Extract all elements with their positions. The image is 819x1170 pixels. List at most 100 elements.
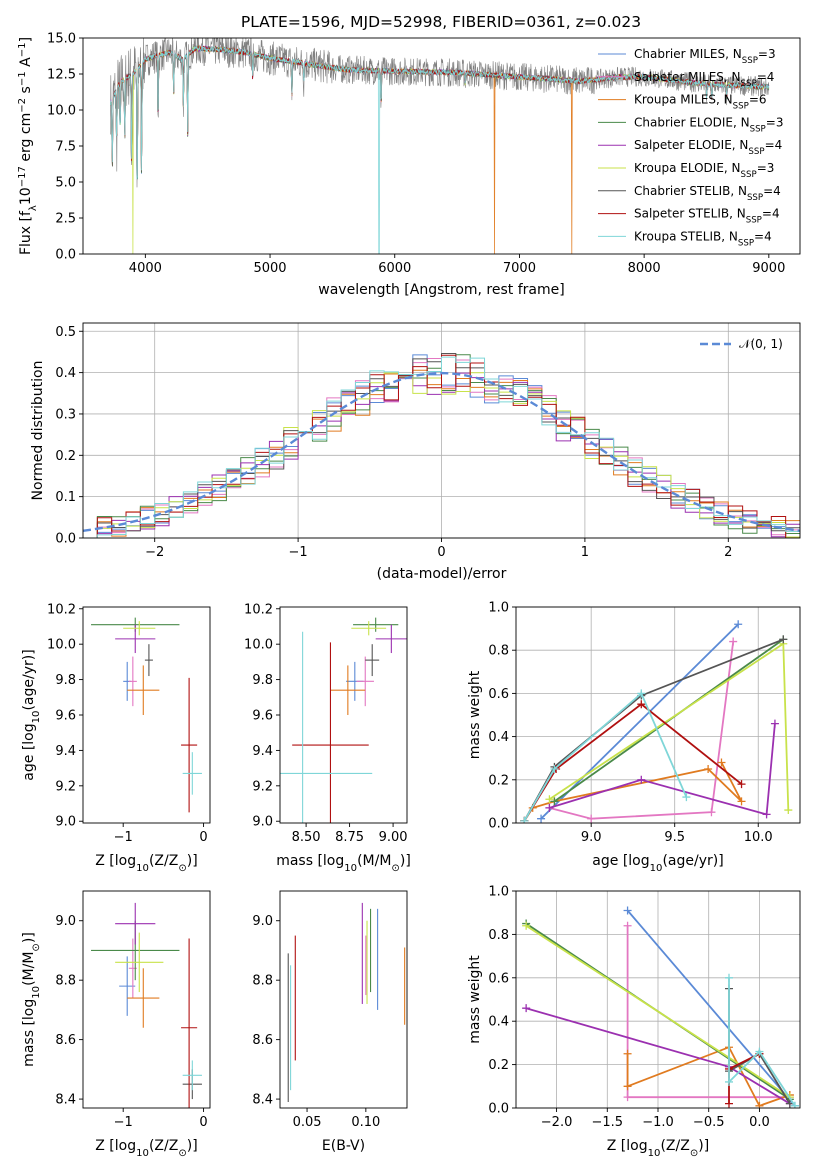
legend-label: Salpeter ELODIE, NSSP=4 <box>634 138 782 157</box>
panel-residuals: −2 −1 0 1 2 0.0 0.1 0.2 0.3 0.4 0.5 𝒩(0, 1) (data-mo… <box>30 322 801 582</box>
plot-area <box>91 617 202 813</box>
x-tick-label: 0.10 <box>351 1115 380 1130</box>
x-tick-label: 2 <box>724 545 732 560</box>
x-axis-label: wavelength [Angstrom, rest frame] <box>318 282 564 298</box>
mass-weight-line <box>549 723 776 816</box>
y-tick-label: 7.5 <box>55 140 76 155</box>
legend-label: Chabrier STELIB, NSSP=4 <box>634 184 781 203</box>
mass-weight-marker <box>704 765 713 773</box>
y-tick-label: 10.2 <box>47 602 76 617</box>
mass-weight-marker <box>637 775 646 784</box>
x-tick-label: −1 <box>114 1115 133 1130</box>
plot-area <box>520 620 793 823</box>
spectrum-model-line <box>110 45 769 177</box>
x-tick-label: 6000 <box>378 261 411 276</box>
legend-label: Chabrier ELODIE, NSSP=3 <box>634 115 783 134</box>
panel-mass_vs_Z: −1 0 8.4 8.6 8.8 9.0 Z [log10(Z/Z⊙)] mass [log1… <box>21 890 211 1159</box>
legend-label: Chabrier MILES, NSSP=3 <box>634 47 776 66</box>
x-tick-label: 1 <box>581 545 589 560</box>
y-tick-label: 8.8 <box>55 974 76 989</box>
y-tick-label: 12.5 <box>47 68 76 83</box>
y-tick-label: 0.0 <box>55 248 76 263</box>
mass-weight-marker <box>725 1099 733 1108</box>
mass-weight-marker <box>725 1077 733 1086</box>
spectrum-model-line <box>110 45 770 179</box>
spectrum-model-line <box>110 45 770 180</box>
plot-area <box>110 38 770 254</box>
gaussian-legend-label: 𝒩(0, 1) <box>739 337 783 351</box>
mass-weight-line <box>728 977 796 1107</box>
histogram-step <box>83 356 800 538</box>
x-tick-label: 9.0 <box>581 830 602 845</box>
y-axis-label: Normed distribution <box>30 361 46 501</box>
x-axis-label: (data-model)/error <box>377 566 507 582</box>
mass-weight-marker <box>623 921 632 930</box>
axes-frame: −1 0 8.4 8.6 8.8 9.0 Z [log10(Z/Z⊙)] mass [log1… <box>21 890 211 1159</box>
x-tick-label: 0 <box>437 545 445 560</box>
y-axis-label: mass [log10(M/M⊙)] <box>21 932 42 1067</box>
mass-weight-marker <box>550 765 559 773</box>
y-tick-label: 0.1 <box>55 490 76 505</box>
panel-massweight_vs_age: 9.0 9.5 10.0 0.0 0.2 0.4 0.6 0.8 1.0 age [log10(a… <box>467 601 801 874</box>
mass-weight-marker <box>737 797 746 806</box>
x-tick-label: −2.0 <box>541 1115 573 1130</box>
y-tick-label: 1.0 <box>488 885 509 900</box>
legend-label: Kroupa ELODIE, NSSP=3 <box>634 161 774 180</box>
y-axis-label: Flux [fλ10−17 erg cm−2 s−1 A−1] <box>17 37 39 255</box>
y-tick-label: 0.2 <box>488 773 509 788</box>
x-tick-label: 8.50 <box>292 830 321 845</box>
plot-area <box>287 902 406 1103</box>
axes-frame: 9.0 9.5 10.0 0.0 0.2 0.4 0.6 0.8 1.0 age [log10(a… <box>467 601 801 874</box>
y-tick-label: 8.4 <box>55 1093 76 1108</box>
y-tick-label: 9.0 <box>252 914 273 929</box>
x-tick-label: 4000 <box>129 261 162 276</box>
mass-weight-marker <box>755 1101 764 1108</box>
y-tick-label: 9.6 <box>252 709 273 724</box>
mass-weight-marker <box>520 816 529 823</box>
y-axis-label: mass weight <box>467 670 483 759</box>
axes-frame: −2 −1 0 1 2 0.0 0.1 0.2 0.3 0.4 0.5 𝒩(0, 1) (data-mo… <box>30 322 801 582</box>
panel-age_vs_Z: −1 0 9.0 9.2 9.4 9.6 9.8 10.0 10.2 Z [log10(Z/Z⊙)… <box>21 602 211 874</box>
mass-weight-marker <box>522 1004 531 1013</box>
mass-weight-marker <box>707 808 716 817</box>
axes-frame: −2.0 −1.5 −1.0 −0.5 0.0 0.0 0.2 0.4 0.6 0.8 1.0 Z [… <box>467 885 801 1159</box>
axes-border <box>279 890 408 1109</box>
y-tick-label: 8.4 <box>252 1093 273 1108</box>
mass-weight-line <box>525 924 791 1098</box>
spectrum-model-line <box>110 44 770 180</box>
y-tick-label: 0.4 <box>488 1015 509 1030</box>
mass-weight-marker <box>545 803 554 812</box>
y-tick-label: 9.0 <box>55 914 76 929</box>
y-tick-label: 0.3 <box>55 407 76 422</box>
panel-spectrum: 4000 5000 6000 7000 8000 9000 0.0 2.5 5.0 7.5 10.0… <box>17 32 801 298</box>
mass-weight-marker <box>522 921 531 930</box>
legend-label: Kroupa MILES, NSSP=6 <box>634 93 767 112</box>
y-tick-label: 0.6 <box>488 687 509 702</box>
panel-age_vs_mass: 8.50 8.75 9.00 9.0 9.2 9.4 9.6 9.8 10.0 10.2 mass … <box>244 602 411 873</box>
y-tick-label: 10.0 <box>47 104 76 119</box>
axes-border <box>515 606 801 824</box>
y-tick-label: 9.0 <box>252 815 273 830</box>
mass-weight-marker <box>682 793 691 802</box>
mass-weight-marker <box>637 689 646 698</box>
y-tick-label: 10.0 <box>47 638 76 653</box>
spectrum-model-line <box>110 44 770 254</box>
mass-weight-marker <box>550 797 559 806</box>
plot-area <box>522 906 799 1108</box>
legend-label: Salpeter MILES, NSSP=4 <box>634 70 774 89</box>
y-tick-label: 9.6 <box>55 709 76 724</box>
mass-weight-line <box>540 623 739 820</box>
panel-massweight_vs_Z: −2.0 −1.5 −1.0 −0.5 0.0 0.0 0.2 0.4 0.6 0.8 1.0 Z [… <box>467 885 801 1159</box>
mass-weight-line <box>626 909 796 1107</box>
y-tick-label: 1.0 <box>488 601 509 616</box>
mass-weight-marker <box>623 1093 632 1102</box>
axes-frame: 0.05 0.10 8.4 8.6 8.8 9.0 E(B-V) <box>252 890 408 1154</box>
x-axis-label: age [log10(age/yr)] <box>592 853 723 874</box>
y-tick-label: 10.2 <box>244 602 273 617</box>
mass-weight-line <box>549 641 735 820</box>
x-tick-label: 0.0 <box>749 1115 770 1130</box>
mass-weight-marker <box>725 973 733 982</box>
y-tick-label: 2.5 <box>55 212 76 227</box>
x-tick-label: 8.75 <box>335 830 364 845</box>
y-tick-label: 9.8 <box>252 673 273 688</box>
